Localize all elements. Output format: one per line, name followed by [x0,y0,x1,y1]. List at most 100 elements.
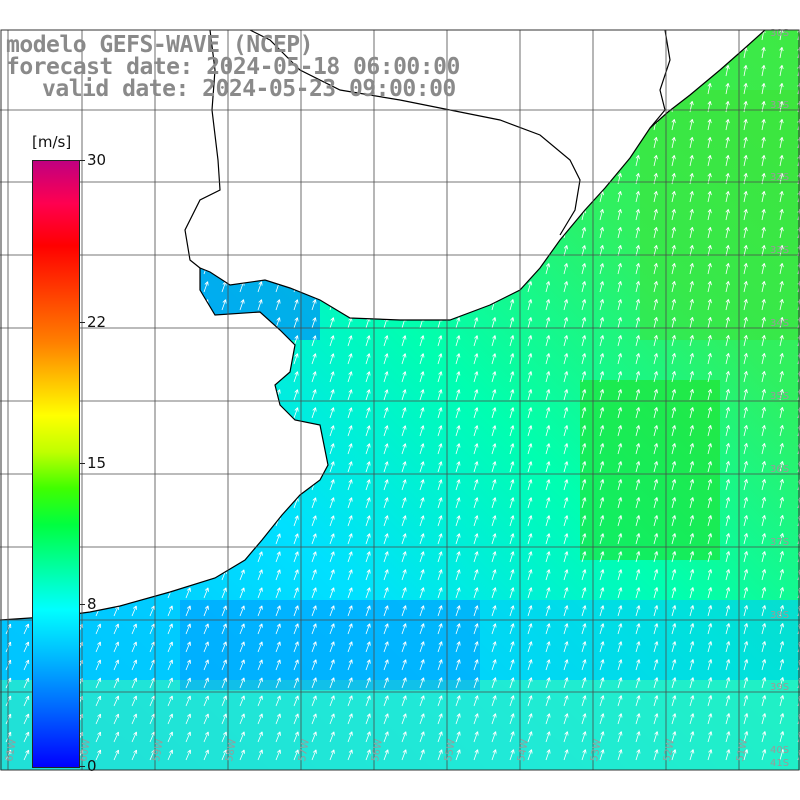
wind-arrow [131,533,137,545]
wind-arrow [203,317,209,329]
wind-arrow [689,30,694,41]
wind-arrow [95,479,101,491]
wind-arrow [635,695,641,707]
wind-arrow [527,497,533,509]
wind-arrow [509,155,515,167]
wind-arrow [437,677,443,689]
wind-arrow [653,263,658,275]
wind-arrow [671,353,676,365]
wind-arrow [221,317,227,329]
wind-arrow [725,731,731,743]
wind-arrow [329,353,335,365]
wind-arrow [365,515,371,527]
wind-arrow [419,587,425,599]
wind-arrow [437,659,443,671]
colorbar-tick-label: 0 [87,757,97,775]
wind-arrow [329,623,335,635]
wind-arrow [383,137,389,149]
wind-arrow [293,677,299,689]
wind-arrow [491,407,497,419]
wind-arrow [581,677,587,689]
wind-arrow [437,191,443,203]
wind-arrow [707,587,713,599]
wind-arrow [365,461,371,473]
wind-arrow [275,623,281,635]
wind-arrow [671,389,676,401]
wind-arrow [617,263,622,275]
wind-arrow [401,551,407,563]
wind-arrow [743,118,748,131]
wind-arrow [419,245,425,257]
wind-arrow [203,713,209,725]
wind-arrow [635,389,641,401]
wind-arrow [473,245,479,257]
wind-arrow [365,209,371,221]
latitude-label: 39S [770,682,789,693]
wind-arrow [563,317,569,329]
wind-arrow [203,389,209,401]
wind-arrow [149,605,155,617]
wind-arrow [635,371,641,383]
wind-arrow [527,137,532,149]
wind-arrow [383,731,389,743]
wind-arrow [131,119,137,131]
wind-arrow [599,119,604,131]
wind-arrow [599,677,605,689]
wind-arrow [95,497,101,509]
wind-arrow [365,155,371,167]
wind-arrow [365,191,371,203]
wind-arrow [95,551,101,563]
wind-arrow [113,587,119,599]
wind-arrow [419,731,425,743]
wind-arrow [149,173,155,185]
wind-arrow [635,30,640,41]
wind-arrow [581,623,587,635]
wind-arrow [293,299,299,311]
wind-arrow [167,569,173,581]
wind-arrow [347,497,353,509]
wind-arrow [329,371,335,383]
wind-arrow [167,191,173,203]
wind-arrow [23,263,29,275]
forecast-date: forecast date: 2024-05-18 06:00:00 [6,54,460,80]
wind-arrow [617,605,623,617]
wind-arrow [221,227,227,239]
wind-arrow [221,119,227,131]
wind-arrow [347,515,353,527]
wind-arrow [743,497,748,509]
wind-arrow [329,569,335,581]
wind-arrow [473,173,479,185]
wind-arrow [455,533,461,545]
wind-arrow [383,551,389,563]
wind-arrow [419,749,425,761]
wind-arrow [365,479,371,491]
wind-arrow [131,443,137,455]
wind-arrow [401,515,407,527]
wind-arrow [527,479,533,491]
wind-arrow [743,299,748,311]
wind-arrow [437,209,443,221]
wind-arrow [347,641,353,653]
wind-arrow [23,137,29,149]
wind-arrow [599,749,605,761]
wind-arrow [761,407,766,419]
wind-arrow [401,407,407,419]
wind-arrow [293,209,299,221]
wind-arrow [113,335,119,347]
wind-arrow [275,605,281,617]
wind-arrow [563,119,568,131]
wind-arrow [401,731,407,743]
wind-arrow [149,353,155,365]
wind-arrow [365,281,371,293]
wind-arrow [311,353,317,365]
wind-arrow [257,155,263,167]
wind-arrow [779,226,784,239]
wind-arrow [779,244,784,257]
wind-arrow [293,173,299,185]
wind-arrow [401,425,407,437]
wind-arrow [401,713,407,725]
wind-arrow [203,353,209,365]
wind-arrow [419,281,425,293]
wind-arrow [239,173,245,185]
wind-arrow [743,317,748,329]
